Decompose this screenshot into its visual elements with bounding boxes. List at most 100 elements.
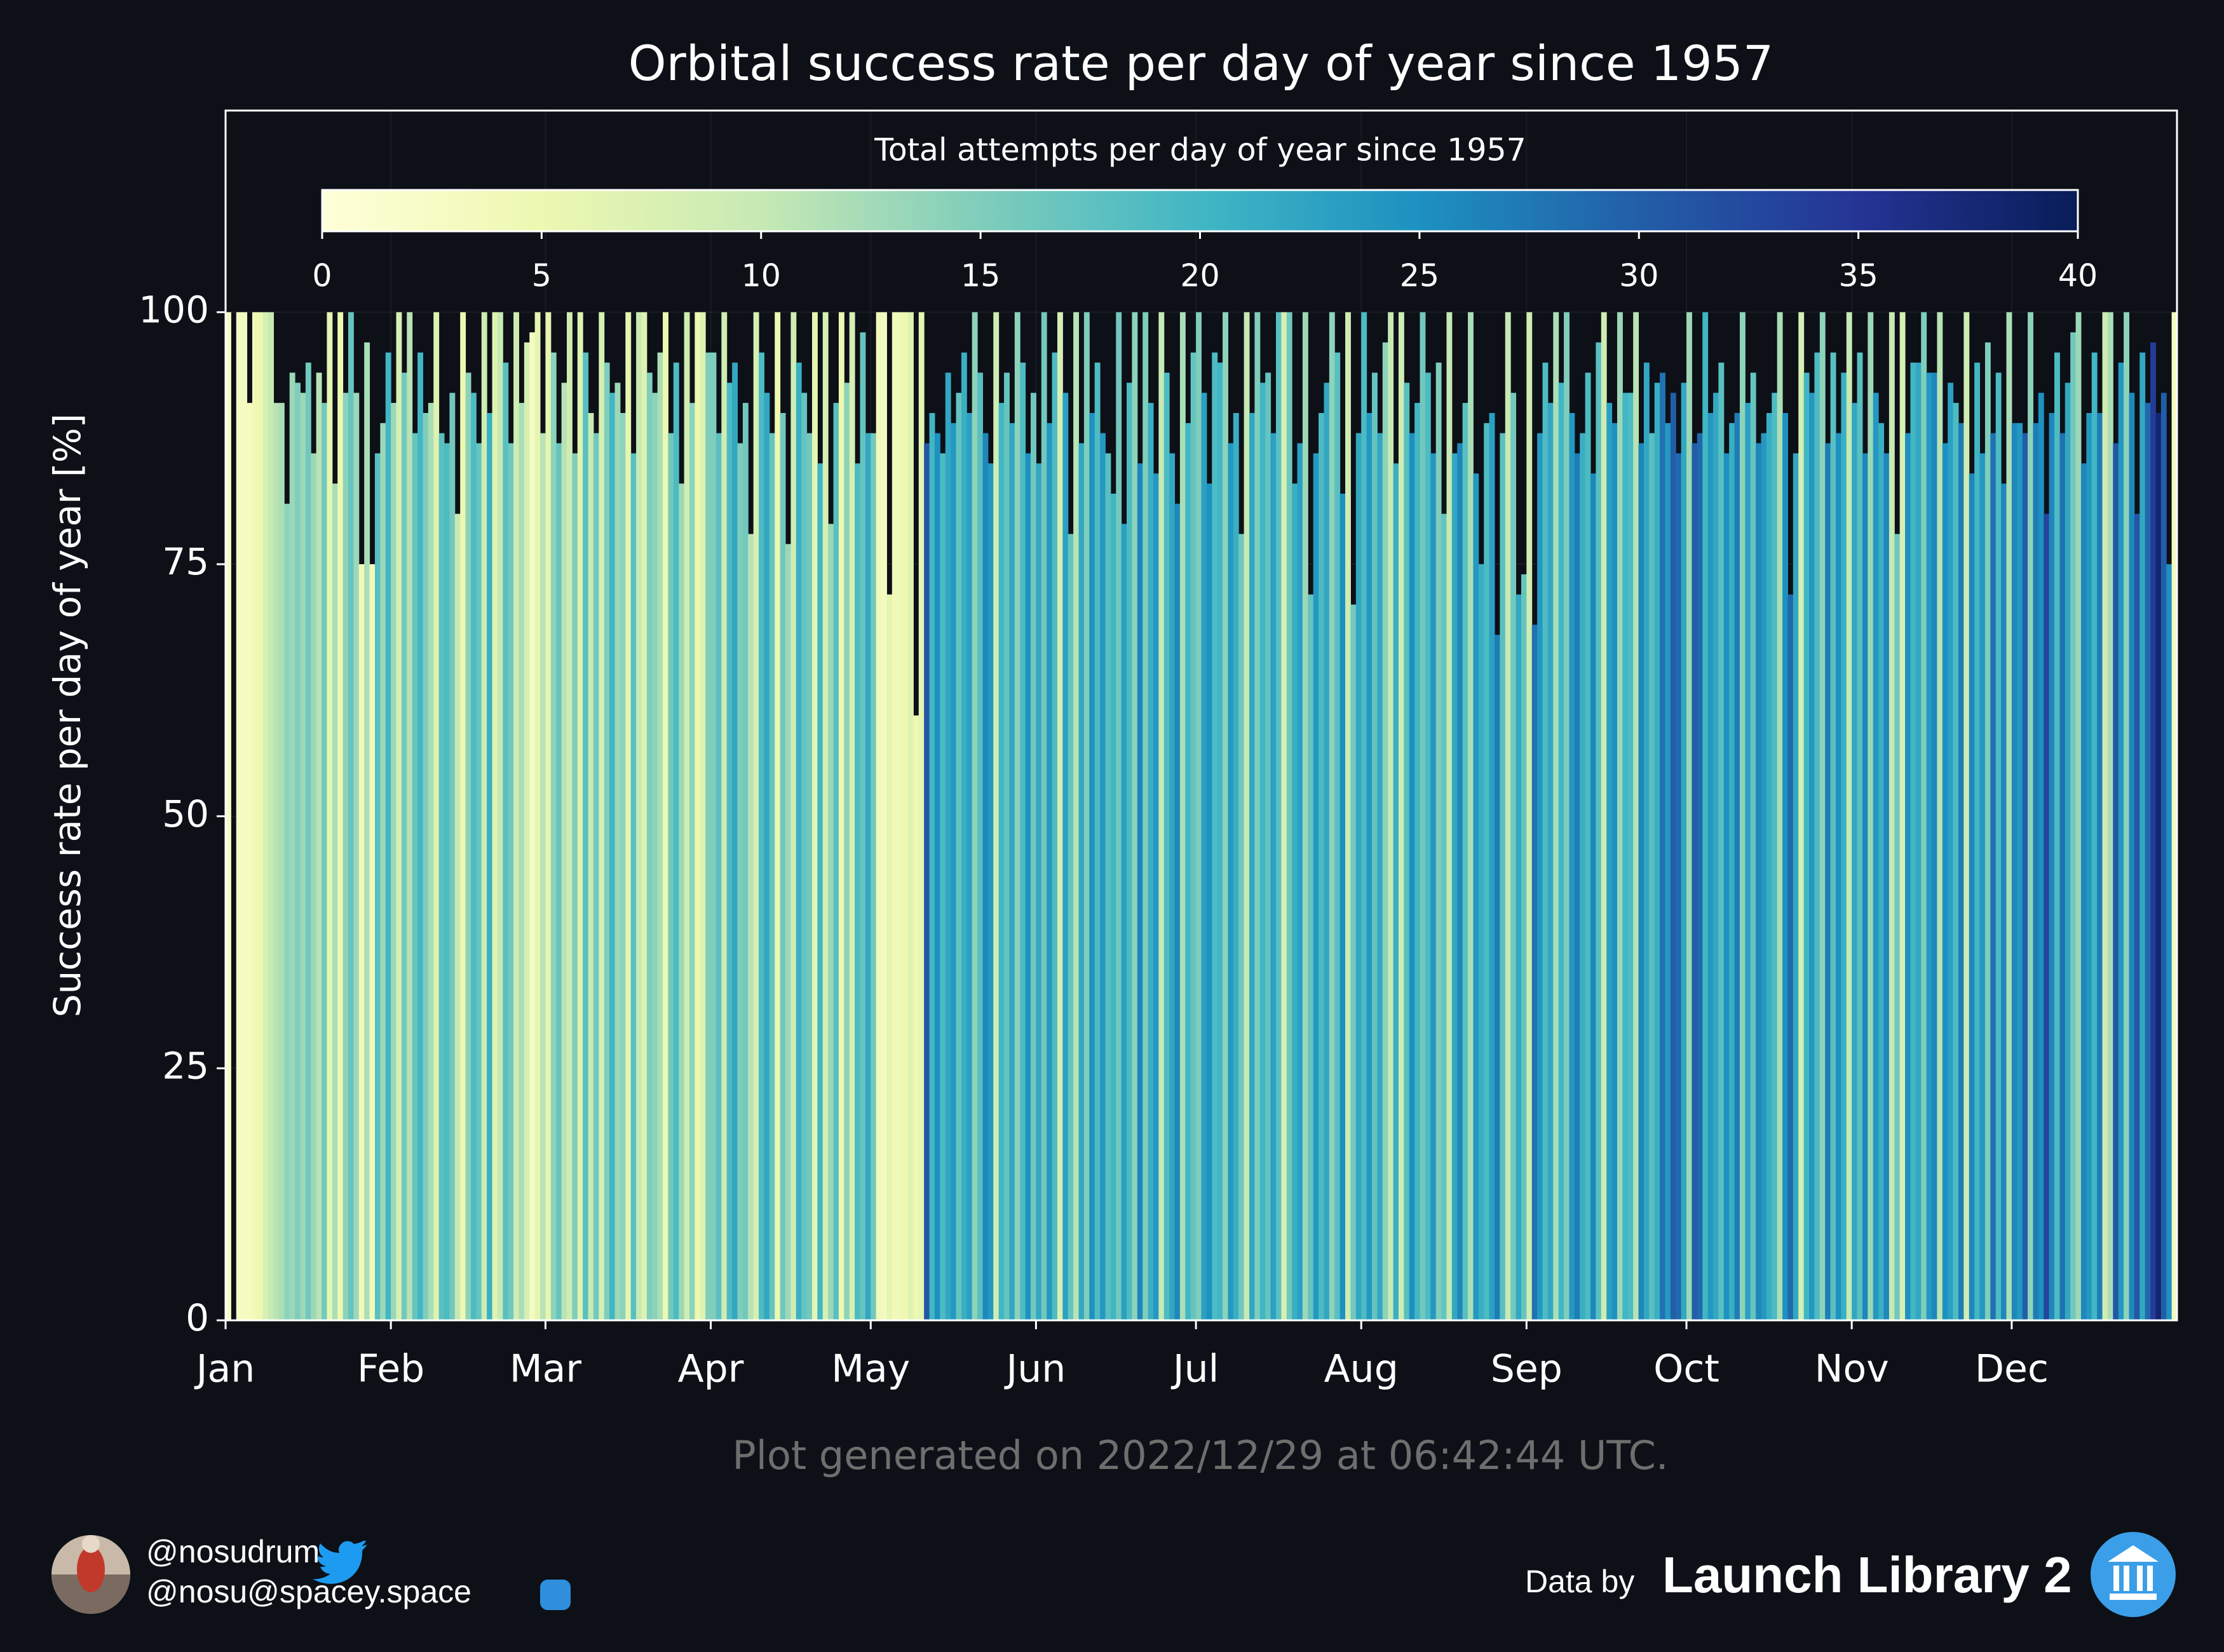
bar	[1334, 352, 1341, 1320]
colorbar-label: Total attempts per day of year since 195…	[874, 132, 1526, 168]
bar	[572, 453, 578, 1320]
bar	[1009, 423, 1015, 1320]
bar	[1355, 433, 1362, 1320]
bar	[1782, 413, 1788, 1320]
bar	[1948, 383, 1954, 1320]
bar	[1793, 453, 1799, 1320]
bar	[1873, 393, 1879, 1321]
bar	[1723, 453, 1730, 1320]
x-tick-label: Nov	[1815, 1347, 1889, 1391]
bar	[444, 443, 450, 1320]
bar	[508, 443, 514, 1320]
x-tick-label: Dec	[1975, 1347, 2049, 1391]
bar	[2166, 564, 2173, 1320]
bar	[1686, 312, 1692, 1320]
bar	[1670, 393, 1676, 1321]
bar	[2129, 393, 2135, 1321]
bar	[2160, 393, 2167, 1321]
bar	[1457, 443, 1463, 1320]
bar	[705, 352, 712, 1320]
bar	[353, 393, 360, 1321]
y-tick-label: 75	[162, 540, 209, 583]
bar	[636, 312, 642, 1320]
bar	[1835, 433, 1841, 1320]
x-tick-label: Jan	[194, 1347, 255, 1391]
bar	[1547, 403, 1554, 1321]
bar	[753, 312, 759, 1320]
bar	[1435, 362, 1442, 1320]
bar	[1905, 433, 1911, 1320]
bar	[529, 332, 536, 1320]
bar	[833, 403, 839, 1321]
bar	[1937, 312, 1943, 1320]
bar	[337, 312, 344, 1320]
bar	[1574, 453, 1580, 1320]
bar	[358, 564, 365, 1320]
bar	[2171, 312, 2178, 1320]
y-tick-label: 100	[139, 288, 209, 331]
bar	[1319, 413, 1324, 1320]
bar	[849, 312, 855, 1320]
bar	[588, 413, 594, 1320]
bar	[1254, 312, 1261, 1320]
bar	[236, 312, 242, 1320]
bar	[1275, 312, 1282, 1320]
bar	[487, 413, 493, 1320]
bar	[1692, 443, 1698, 1320]
bar	[481, 312, 487, 1320]
bar	[262, 312, 269, 1320]
bar	[1819, 312, 1826, 1320]
bar	[2091, 352, 2098, 1320]
bar	[311, 453, 317, 1320]
x-tick-label: Sep	[1491, 1347, 1563, 1391]
colorbar-tick-label: 15	[961, 258, 1000, 294]
bar	[2155, 413, 2162, 1320]
bar	[1041, 312, 1047, 1320]
bar	[652, 393, 658, 1321]
bar	[380, 423, 386, 1320]
bar	[897, 312, 904, 1320]
bar	[2044, 513, 2050, 1320]
bar	[908, 312, 914, 1320]
bar	[454, 513, 461, 1320]
x-tick-label: Feb	[357, 1347, 424, 1391]
mastodon-icon	[540, 1580, 571, 1610]
bar	[1068, 534, 1074, 1320]
bar	[1286, 312, 1292, 1320]
bar	[295, 383, 301, 1320]
bar	[1596, 342, 1602, 1320]
bar	[1660, 372, 1665, 1320]
bar	[470, 393, 477, 1321]
bar	[1446, 312, 1453, 1320]
bar	[438, 433, 445, 1320]
bar	[668, 433, 674, 1320]
bar	[764, 393, 770, 1321]
bar	[2011, 423, 2017, 1320]
bar	[811, 312, 818, 1320]
bar	[1713, 393, 1719, 1321]
bar	[2139, 352, 2146, 1320]
bar	[2033, 423, 2039, 1320]
bar	[1878, 423, 1885, 1320]
bar	[1702, 312, 1709, 1320]
bar	[1420, 312, 1426, 1320]
bar	[1223, 312, 1228, 1320]
bar	[977, 372, 983, 1320]
bar	[1404, 383, 1410, 1320]
bar	[1062, 393, 1069, 1321]
bar	[348, 312, 354, 1320]
bar	[1308, 594, 1314, 1320]
bar	[1244, 312, 1250, 1320]
bar	[284, 503, 290, 1320]
colorbar-tick-label: 0	[312, 258, 332, 294]
bar	[545, 312, 552, 1320]
bar	[1526, 312, 1533, 1320]
bar	[860, 332, 866, 1320]
bar	[1238, 534, 1245, 1320]
bar	[1622, 393, 1629, 1321]
bar	[1707, 413, 1714, 1320]
bar	[1441, 513, 1447, 1320]
data-by: Data by	[1525, 1564, 1634, 1599]
bar	[417, 352, 423, 1320]
